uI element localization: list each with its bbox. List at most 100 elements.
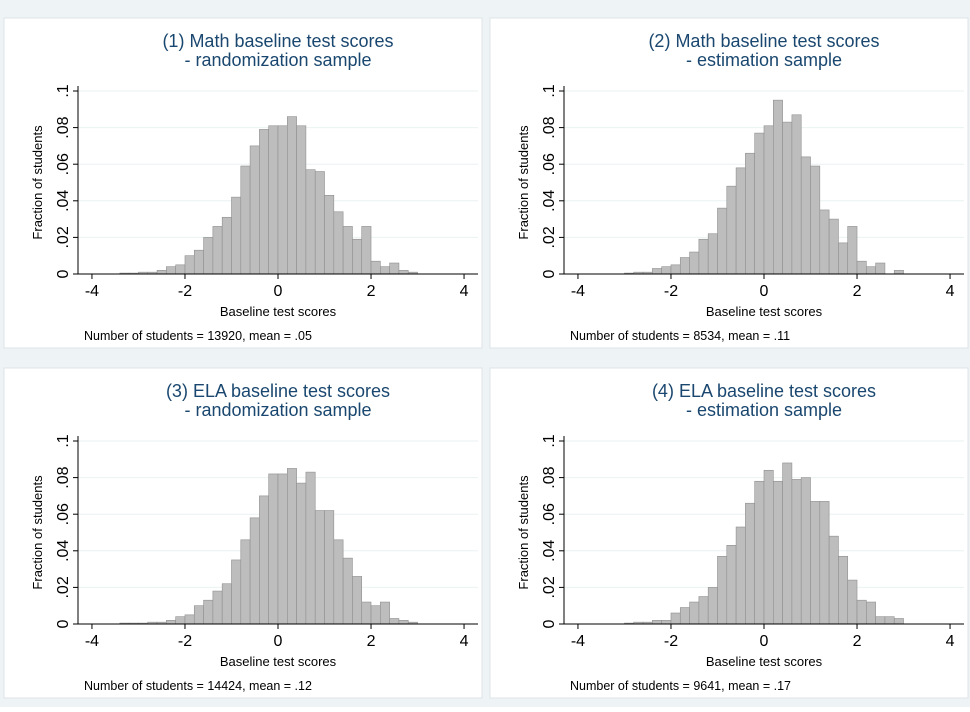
bar — [203, 599, 214, 625]
x-tick-label: 4 — [460, 633, 469, 650]
y-tick-label: .06 — [541, 503, 558, 525]
chart-subtitle: - estimation sample — [686, 400, 842, 420]
bar — [193, 605, 204, 625]
y-tick-label: .06 — [55, 503, 72, 525]
x-tick-label: 0 — [274, 633, 283, 650]
bar — [819, 501, 830, 625]
x-tick-label: 2 — [367, 633, 376, 650]
bar — [875, 262, 886, 275]
x-axis-title: Baseline test scores — [706, 654, 823, 669]
x-tick-label: -4 — [85, 633, 99, 650]
bar — [828, 218, 839, 275]
bar — [314, 510, 325, 625]
chart-title: (1) Math baseline test scores — [162, 31, 393, 51]
chart-subtitle: - randomization sample — [184, 50, 371, 70]
bar — [773, 480, 783, 625]
x-tick-label: 4 — [946, 633, 955, 650]
note: Number of students = 14424, mean = .12 — [84, 679, 312, 693]
bar — [166, 266, 176, 275]
y-tick-label: .1 — [541, 434, 558, 447]
bar — [156, 270, 167, 275]
bar — [240, 165, 251, 275]
bar — [698, 238, 709, 275]
y-tick-label: 0 — [541, 269, 558, 278]
bar — [773, 99, 783, 275]
bar — [782, 121, 793, 275]
y-tick-label: .08 — [55, 116, 72, 138]
note: Number of students = 13920, mean = .05 — [84, 329, 312, 343]
bar — [884, 616, 895, 625]
x-tick-label: 0 — [274, 283, 283, 300]
y-tick-label: .04 — [55, 190, 72, 212]
bar — [707, 233, 718, 275]
bar — [707, 587, 718, 625]
bar — [166, 620, 176, 625]
y-tick-label: 0 — [541, 619, 558, 628]
chart-subtitle: - estimation sample — [686, 50, 842, 70]
bar — [745, 152, 755, 275]
bar — [791, 479, 802, 625]
bar — [847, 579, 858, 625]
x-tick-label: 2 — [853, 283, 862, 300]
bar — [754, 480, 765, 625]
bar — [791, 114, 802, 275]
bar — [856, 599, 867, 625]
bar — [305, 471, 316, 625]
y-tick-label: 0 — [55, 269, 72, 278]
bar — [277, 125, 288, 275]
bar — [361, 226, 372, 275]
y-axis-title: Fraction of students — [30, 125, 45, 240]
panel — [489, 17, 969, 349]
bar — [324, 510, 335, 625]
bar — [819, 209, 830, 275]
y-axis-title: Fraction of students — [516, 125, 531, 240]
bar — [661, 266, 672, 275]
bar — [810, 501, 821, 625]
bar — [296, 125, 307, 275]
chart-subtitle: - randomization sample — [184, 400, 371, 420]
bar — [342, 557, 353, 625]
y-tick-label: .04 — [55, 540, 72, 562]
bar — [838, 555, 849, 625]
bar — [652, 268, 662, 275]
bar — [717, 555, 728, 625]
bar — [893, 270, 904, 275]
bar — [717, 207, 728, 275]
note: Number of students = 9641, mean = .17 — [570, 679, 791, 693]
bar — [370, 605, 381, 625]
y-tick-label: .1 — [541, 84, 558, 97]
bar — [380, 266, 390, 275]
y-tick-label: .02 — [55, 576, 72, 598]
bar — [277, 473, 288, 625]
bar — [287, 116, 297, 275]
chart-title: (4) ELA baseline test scores — [652, 381, 876, 401]
panel — [3, 367, 483, 699]
bar — [203, 237, 214, 275]
x-tick-label: 4 — [946, 283, 955, 300]
bar — [875, 616, 886, 625]
x-axis-title: Baseline test scores — [220, 304, 337, 319]
bar — [259, 495, 269, 625]
x-tick-label: 2 — [853, 633, 862, 650]
chart-title: (2) Math baseline test scores — [648, 31, 879, 51]
bar — [670, 264, 681, 275]
x-tick-label: -4 — [85, 283, 99, 300]
y-tick-label: .1 — [55, 84, 72, 97]
bar — [305, 169, 316, 275]
x-tick-label: -2 — [178, 283, 192, 300]
bar — [398, 620, 409, 625]
x-tick-label: -2 — [664, 633, 678, 650]
bar — [380, 601, 390, 625]
chart-title: (3) ELA baseline test scores — [166, 381, 390, 401]
bar — [810, 165, 821, 275]
bar — [259, 129, 269, 275]
y-tick-label: 0 — [55, 619, 72, 628]
y-tick-label: .08 — [55, 466, 72, 488]
y-tick-label: .1 — [55, 434, 72, 447]
bar — [735, 526, 746, 625]
bar — [893, 618, 904, 625]
bar — [856, 260, 867, 275]
bar — [333, 211, 344, 275]
y-tick-label: .04 — [541, 190, 558, 212]
y-tick-label: .04 — [541, 540, 558, 562]
